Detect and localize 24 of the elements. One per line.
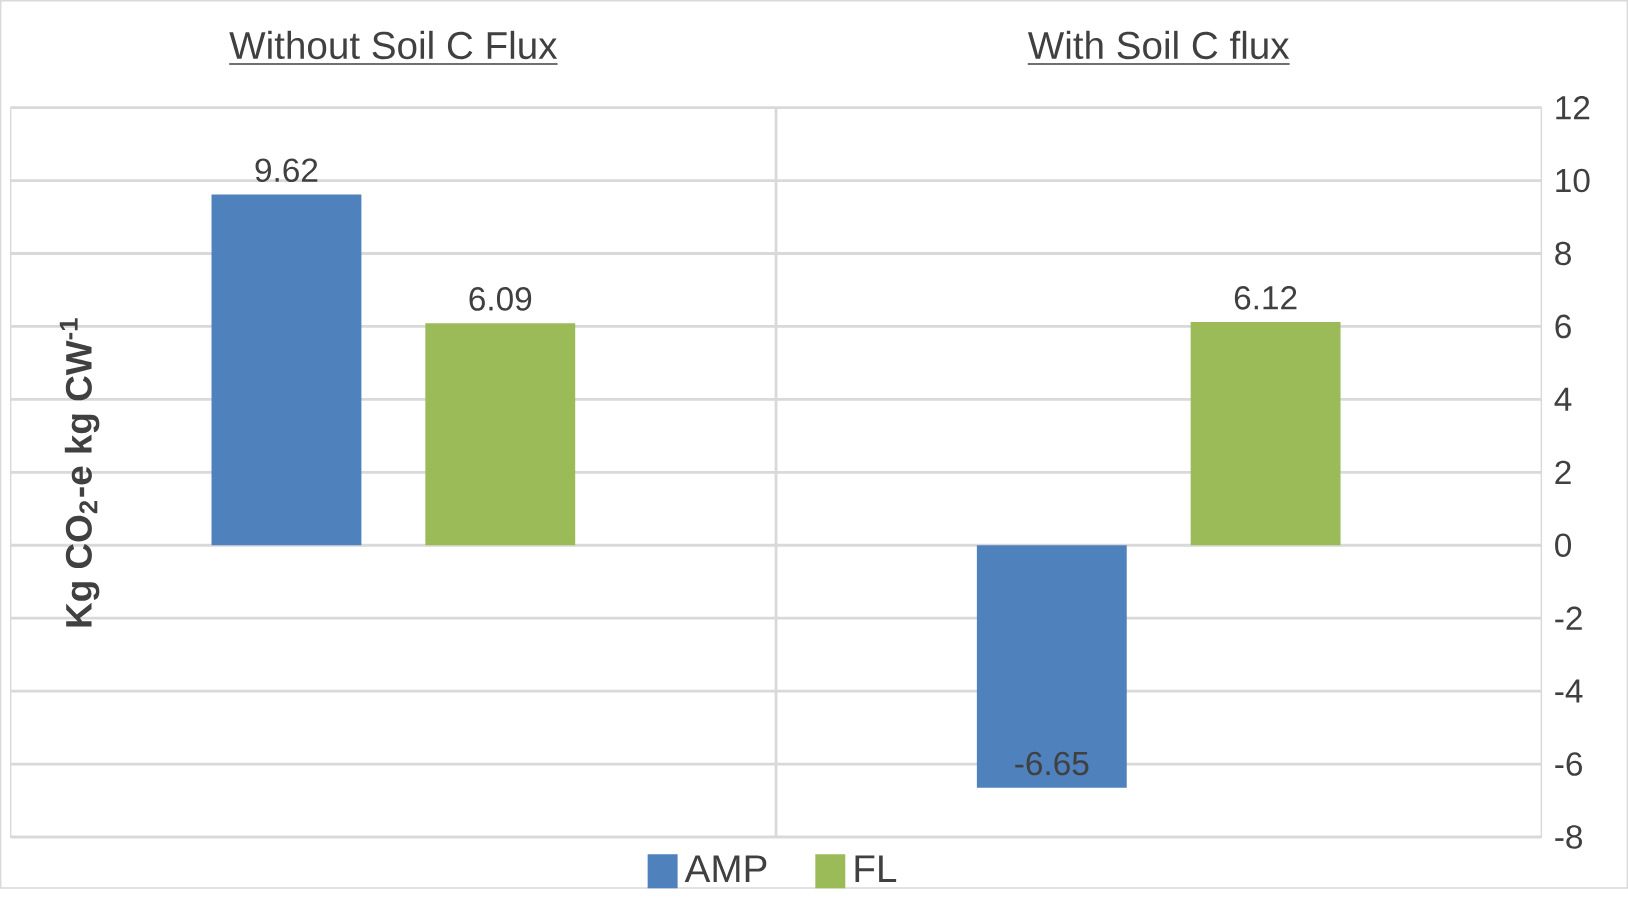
bar <box>211 194 362 546</box>
bar <box>425 323 576 546</box>
data-label: -6.65 <box>1015 751 1089 776</box>
y-tick-label: -4 <box>1555 679 1583 703</box>
x-tick-label: Without Soil C Flux <box>229 30 558 60</box>
bar <box>976 545 1127 788</box>
legend-label: AMP <box>684 855 767 882</box>
y-tick-label: -2 <box>1555 606 1582 630</box>
y-axis-title: Kg CO$_{2}$-e kg CW$^{-1}$ <box>59 318 100 627</box>
data-label: 6.12 <box>1234 285 1297 310</box>
y-tick-label: 0 <box>1555 533 1572 557</box>
bar <box>1190 321 1341 546</box>
data-label: 6.09 <box>469 286 532 311</box>
y-tick-label: 12 <box>1556 95 1590 120</box>
legend-label: FL <box>855 855 897 882</box>
y-tick-label: 2 <box>1555 460 1571 484</box>
y-tick-label: -8 <box>1555 825 1583 849</box>
y-tick-label: 6 <box>1555 314 1571 339</box>
y-tick-label: 4 <box>1554 387 1572 411</box>
y-tick-label: 8 <box>1555 241 1571 266</box>
y-tick-label: -6 <box>1555 752 1582 776</box>
y-tick-label: 10 <box>1556 168 1590 193</box>
x-tick-label: With Soil C flux <box>1027 30 1290 60</box>
data-label: 9.62 <box>255 158 318 182</box>
